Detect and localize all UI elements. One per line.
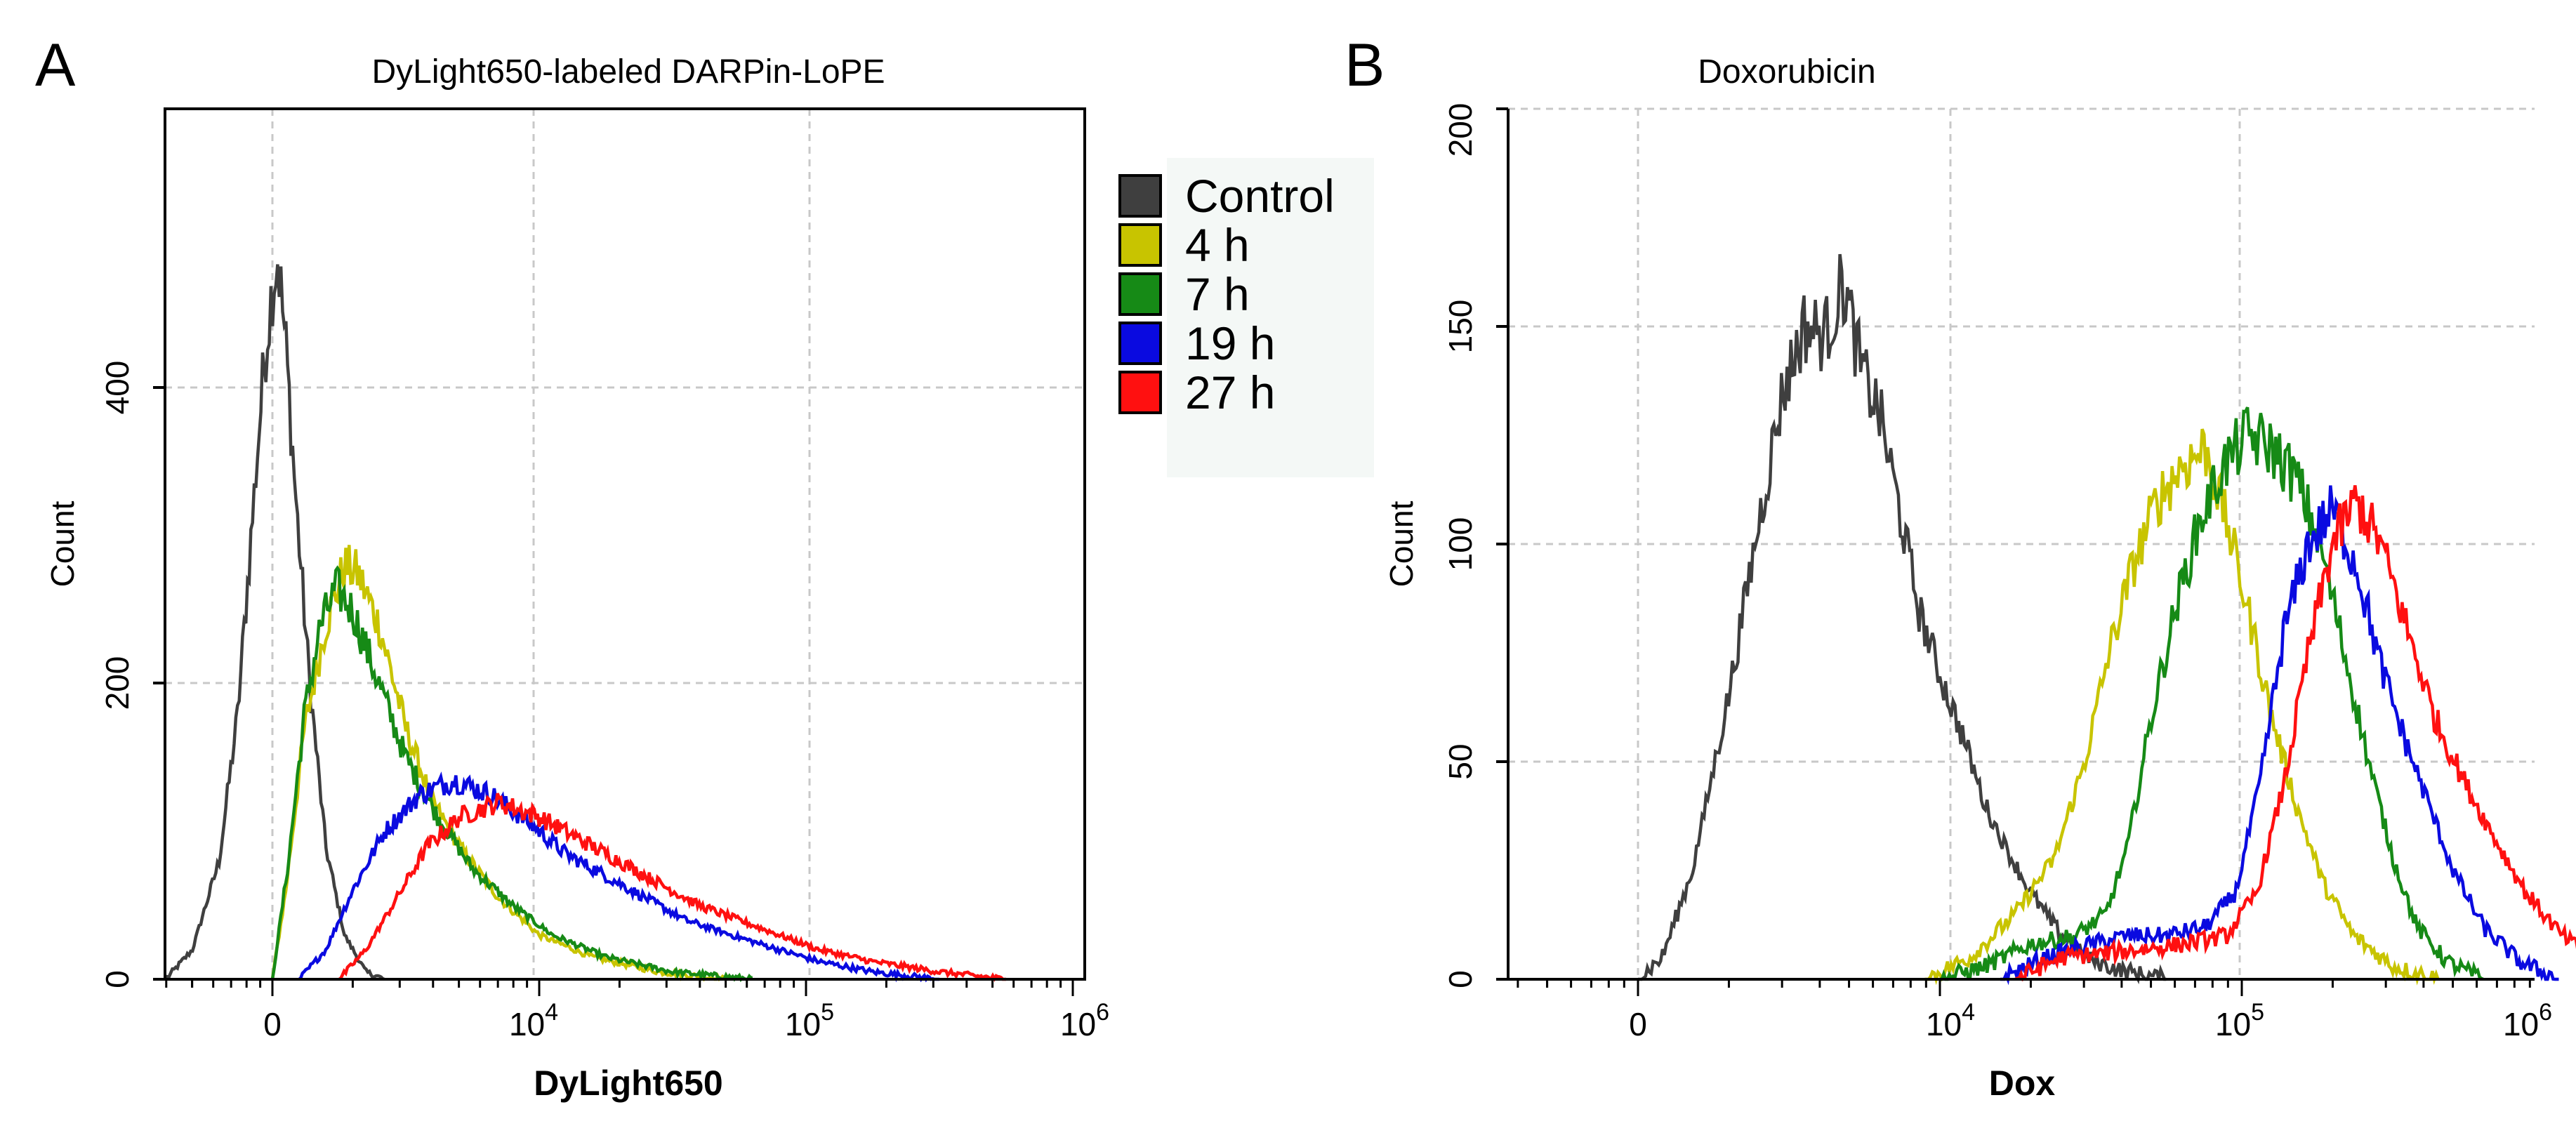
panel-a-grid <box>165 109 1085 979</box>
panel-b-x-axis-label: Dox <box>1989 1064 2056 1103</box>
panel-b-y-tick-label-50: 50 <box>1442 743 1479 779</box>
legend-swatch-control <box>1120 175 1161 216</box>
panel-b-series-control <box>1638 254 2167 979</box>
legend-entry-27h: 27 h <box>1120 366 1275 418</box>
panel-a-y-tick-label-0: 0 <box>99 970 136 988</box>
panel-a-y-tick-label-200: 200 <box>99 656 136 710</box>
legend-swatch-27h <box>1120 372 1161 413</box>
legend-swatch-19h <box>1120 323 1161 364</box>
panel-a-title: DyLight650-labeled DARPin-LoPE <box>371 53 885 91</box>
panel-b-y-tick-label-100: 100 <box>1442 517 1479 571</box>
panel-b-x-tick-label-1e5: 105 <box>2215 999 2264 1042</box>
legend-label-control: Control <box>1185 170 1335 222</box>
panel-b-x-tick-label-0: 0 <box>1629 1006 1647 1042</box>
panel-b-x-tick-label-1e4: 104 <box>1926 999 1975 1042</box>
panel-a-frame <box>165 109 1085 979</box>
legend-label-19h: 19 h <box>1185 317 1275 369</box>
legend-label-27h: 27 h <box>1185 366 1275 418</box>
panel-a-x-axis: 0 104 105 106 DyLight650 <box>263 999 1109 1103</box>
panel-b-series-group <box>1638 254 2576 979</box>
panel-b-title: Doxorubicin <box>1698 53 1875 91</box>
panel-b: B Doxorubicin <box>1345 32 2576 1103</box>
panel-b-series-27h <box>2016 485 2576 979</box>
legend-label-4h: 4 h <box>1185 219 1250 271</box>
legend-entry-control: Control <box>1120 170 1335 222</box>
legend-entry-4h: 4 h <box>1120 219 1250 271</box>
panel-a-y-axis-label: Count <box>44 501 81 587</box>
panel-b-y-tick-label-0: 0 <box>1442 970 1479 988</box>
panel-a-minor-ticks <box>166 979 1073 996</box>
legend-swatch-4h <box>1120 225 1161 265</box>
panel-b-y-axis-label: Count <box>1383 501 1420 587</box>
panel-a-x-tick-label-1e5: 105 <box>785 999 834 1042</box>
legend-swatch-7h <box>1120 274 1161 314</box>
panel-a-x-tick-label-1e6: 106 <box>1060 999 1109 1042</box>
panel-a-y-axis: 0 200 400 Count <box>44 361 165 988</box>
legend-entry-19h: 19 h <box>1120 317 1275 369</box>
panel-a-letter: A <box>35 32 76 99</box>
panel-a-x-tick-label-1e4: 104 <box>509 999 558 1042</box>
panel-a-x-axis-label: DyLight650 <box>534 1064 723 1103</box>
panel-b-x-axis: 0 104 105 106 Dox <box>1629 999 2552 1103</box>
legend-label-7h: 7 h <box>1185 268 1250 320</box>
panel-a-series-group <box>166 265 1006 979</box>
panel-a: A DyLight650-labeled DARPin-LoPE 0 <box>35 32 1374 1103</box>
legend-entry-7h: 7 h <box>1120 268 1250 320</box>
panel-b-y-tick-label-150: 150 <box>1442 300 1479 354</box>
panel-b-y-axis: 0 50 100 150 200 Count <box>1383 103 1508 988</box>
panel-b-grid <box>1508 109 2535 979</box>
panel-b-x-tick-label-1e6: 106 <box>2503 999 2552 1042</box>
panel-a-y-tick-label-400: 400 <box>99 361 136 415</box>
panel-a-series-19h <box>299 776 939 979</box>
panel-a-x-tick-label-0: 0 <box>263 1006 282 1042</box>
panel-b-minor-ticks <box>1518 979 2530 996</box>
panel-b-letter: B <box>1345 32 1385 99</box>
panel-b-y-tick-label-200: 200 <box>1442 103 1479 157</box>
panel-b-series-7h <box>1940 407 2483 979</box>
panel-b-series-19h <box>2000 486 2559 979</box>
legend: Control 4 h 7 h 19 h 27 h <box>1120 158 1374 477</box>
